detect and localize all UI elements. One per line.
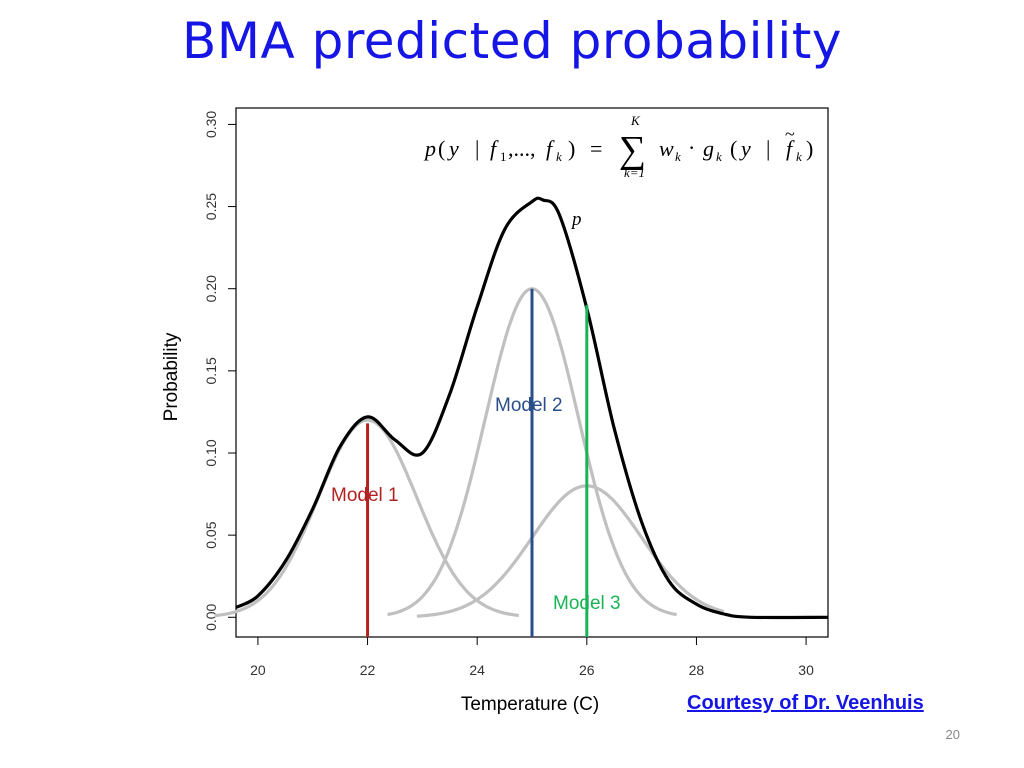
slide-number: 20 <box>945 727 960 742</box>
formula-dot: · <box>688 135 695 160</box>
formula-sum-top: K <box>630 113 641 128</box>
x-tick-label: 28 <box>689 662 705 678</box>
combined-curve-label: p <box>570 209 582 230</box>
x-axis-label: Temperature (C) <box>461 694 599 715</box>
formula-y: y <box>447 136 459 161</box>
component-curve-3 <box>416 484 725 618</box>
y-tick-label: 0.05 <box>203 521 219 548</box>
formula-sum: ∑ <box>619 129 646 171</box>
bma-combined-curve <box>235 196 829 620</box>
forecast-lines <box>366 288 589 637</box>
formula-p: p <box>423 136 436 161</box>
component-curve-1 <box>214 418 519 618</box>
formula-close-paren: ) <box>568 136 575 161</box>
y-tick-label: 0.25 <box>203 193 219 220</box>
formula-open-paren: ( <box>438 136 445 161</box>
formula-g-sub-k: k <box>716 149 722 164</box>
x-tick-label: 22 <box>360 662 376 678</box>
formula-dots: ,..., <box>508 136 536 161</box>
formula-rhs-bar: | <box>766 136 770 161</box>
model3-label: Model 3 <box>553 593 621 614</box>
formula-rhs-y: y <box>739 136 751 161</box>
x-tick-label: 30 <box>798 662 814 678</box>
formula-equals: = <box>590 136 602 161</box>
formula-fk: f <box>546 136 555 161</box>
formula-f-tilde-sub-k: k <box>796 149 802 164</box>
y-tick-label: 0.15 <box>203 357 219 384</box>
y-tick-label: 0.30 <box>203 111 219 138</box>
y-tick-label: 0.20 <box>203 275 219 302</box>
formula-f1: f <box>490 136 499 161</box>
x-tick-label: 20 <box>250 662 266 678</box>
y-axis-label: Probability <box>161 332 182 421</box>
formula-sum-bottom: k=1 <box>624 165 645 180</box>
formula-rhs-open-paren: ( <box>730 136 737 161</box>
formula-f-tilde-tilde: ~ <box>785 124 795 144</box>
slide-title: BMA predicted probability <box>182 12 842 70</box>
x-tick-label: 24 <box>469 662 485 678</box>
bma-formula: p ( y | f 1 ,..., f k ) = ∑ K k=1 w k · … <box>423 113 813 180</box>
formula-w-sub-k: k <box>675 149 681 164</box>
formula-bar: | <box>475 136 479 161</box>
component-curves <box>214 287 725 618</box>
formula-sub-k: k <box>556 149 562 164</box>
formula-g: g <box>703 136 714 161</box>
y-tick-label: 0.10 <box>203 439 219 466</box>
x-tick-label: 26 <box>579 662 595 678</box>
formula-rhs-close-paren: ) <box>806 136 813 161</box>
formula-f-tilde: f <box>786 136 795 161</box>
credit-link[interactable]: Courtesy of Dr. Veenhuis <box>687 692 924 714</box>
model2-label: Model 2 <box>495 395 563 416</box>
y-tick-label: 0.00 <box>203 603 219 630</box>
formula-sub-1: 1 <box>500 149 507 164</box>
x-axis: 20 22 24 26 28 30 <box>250 637 814 678</box>
component-curve-2 <box>387 287 677 617</box>
model1-label: Model 1 <box>331 485 399 506</box>
formula-w: w <box>659 136 674 161</box>
y-axis: 0.00 0.05 0.10 0.15 0.20 0.25 0.30 <box>203 111 236 631</box>
